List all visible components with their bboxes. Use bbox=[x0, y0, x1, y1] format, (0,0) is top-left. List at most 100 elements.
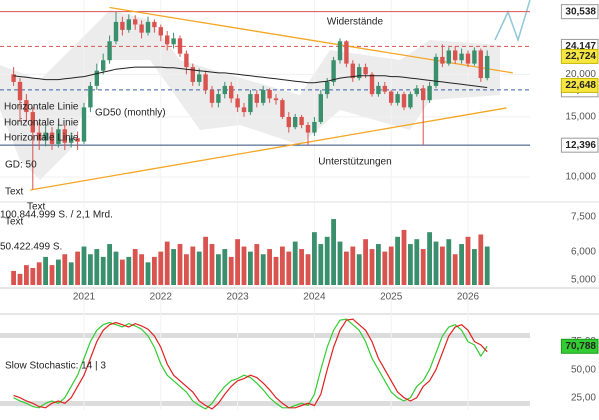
volume-bar bbox=[292, 241, 298, 285]
volume-bar bbox=[299, 249, 304, 285]
annotation: GD: 50 bbox=[5, 160, 37, 171]
annotation: Widerstände bbox=[327, 17, 384, 28]
volume-bar bbox=[171, 249, 176, 285]
volume-bar bbox=[36, 262, 42, 285]
candle-body bbox=[177, 38, 183, 54]
trend-line bbox=[30, 107, 507, 191]
annotation: Text bbox=[5, 187, 24, 198]
moving-average bbox=[13, 66, 488, 88]
volume-bar bbox=[337, 241, 343, 285]
y-tick-label: 10,000 bbox=[565, 172, 596, 183]
candle-body bbox=[267, 89, 272, 99]
candle-body bbox=[152, 21, 157, 28]
stoch-line bbox=[13, 318, 488, 410]
candle-body bbox=[453, 50, 458, 61]
drawing-tool bbox=[494, 0, 531, 43]
price-label-box bbox=[560, 137, 599, 153]
volume-bar bbox=[120, 259, 125, 285]
volume-bar bbox=[62, 254, 68, 285]
candle-body bbox=[113, 21, 119, 42]
volume-bar bbox=[56, 259, 61, 285]
candle-body bbox=[414, 88, 419, 95]
candle-body bbox=[43, 132, 48, 141]
annotation: Text bbox=[5, 217, 24, 228]
annotation: Horizontale Linie bbox=[4, 118, 79, 129]
annotation: 50.422.499 S. bbox=[0, 242, 62, 253]
candle-body bbox=[261, 89, 266, 103]
volume-bar bbox=[164, 241, 170, 285]
volume-bar bbox=[248, 251, 253, 285]
x-tick-label: 2025 bbox=[380, 292, 403, 303]
volume-bar bbox=[113, 251, 119, 285]
volume-bar bbox=[465, 236, 471, 285]
x-tick-label: 2021 bbox=[73, 292, 96, 303]
candle-body bbox=[408, 94, 413, 108]
candle-body bbox=[485, 55, 490, 79]
candle-body bbox=[139, 24, 144, 33]
price-label-box bbox=[560, 338, 599, 354]
candle-body bbox=[273, 98, 279, 101]
volume-bar bbox=[152, 256, 157, 285]
volume-bar bbox=[203, 236, 208, 285]
candle-body bbox=[395, 94, 400, 103]
y-tick-label: 25,00 bbox=[571, 392, 596, 403]
x-tick-label: 2022 bbox=[150, 292, 173, 303]
candle-body bbox=[241, 107, 247, 113]
candle-body bbox=[216, 94, 221, 103]
volume-bar bbox=[139, 254, 144, 285]
volume-bar bbox=[254, 244, 260, 285]
price-label: 24,147 bbox=[565, 41, 596, 52]
candle-body bbox=[344, 41, 349, 64]
volume-bar bbox=[260, 254, 266, 285]
candle-body bbox=[101, 60, 106, 71]
candle-body bbox=[312, 121, 317, 133]
candle-body bbox=[389, 91, 394, 103]
volume-bar bbox=[126, 256, 132, 285]
candle-body bbox=[209, 89, 215, 103]
price-label: 22,724 bbox=[565, 51, 596, 62]
candle-body bbox=[145, 21, 151, 33]
volume-bar bbox=[356, 254, 362, 285]
annotation: Unterstützungen bbox=[318, 157, 391, 168]
volume-bar bbox=[408, 244, 413, 285]
candle-body bbox=[158, 27, 163, 36]
candle-body bbox=[369, 74, 375, 95]
volume-bar bbox=[286, 251, 292, 285]
volume-bar bbox=[216, 254, 221, 285]
candle-body bbox=[11, 74, 16, 82]
y-tick-label: 7,500 bbox=[571, 212, 596, 223]
volume-bar bbox=[331, 219, 336, 285]
stoch-band bbox=[0, 333, 530, 338]
volume-bar bbox=[177, 244, 183, 285]
candle-body bbox=[286, 116, 291, 128]
volume-bar bbox=[388, 246, 394, 285]
volume-bar bbox=[190, 246, 196, 285]
candle-body bbox=[190, 67, 195, 82]
candle-body bbox=[280, 100, 285, 117]
annotation: Horizontale Linie bbox=[4, 133, 79, 144]
candle-body bbox=[421, 88, 426, 101]
candle-body bbox=[62, 129, 67, 143]
stoch-band bbox=[0, 401, 530, 406]
volume-bar bbox=[196, 251, 202, 285]
volume-bar bbox=[318, 244, 324, 285]
candle-body bbox=[24, 100, 29, 113]
candle-body bbox=[120, 21, 125, 30]
candle-body bbox=[69, 138, 74, 143]
volume-bar bbox=[472, 249, 477, 285]
price-label-box bbox=[560, 77, 599, 93]
candle-body bbox=[363, 67, 368, 75]
price-label: 30,538 bbox=[565, 6, 596, 17]
candle-body bbox=[107, 41, 112, 61]
candle-body bbox=[446, 50, 451, 64]
price-label: 70,788 bbox=[565, 341, 596, 352]
candle-body bbox=[337, 41, 343, 61]
volume-bar bbox=[228, 256, 234, 285]
candle-body bbox=[305, 125, 311, 133]
candle-body bbox=[325, 81, 330, 95]
price-label-box bbox=[560, 4, 599, 20]
volume-bar bbox=[478, 234, 484, 285]
volume-bar bbox=[376, 244, 381, 285]
candle-body bbox=[133, 19, 138, 25]
candle-body bbox=[331, 60, 336, 82]
